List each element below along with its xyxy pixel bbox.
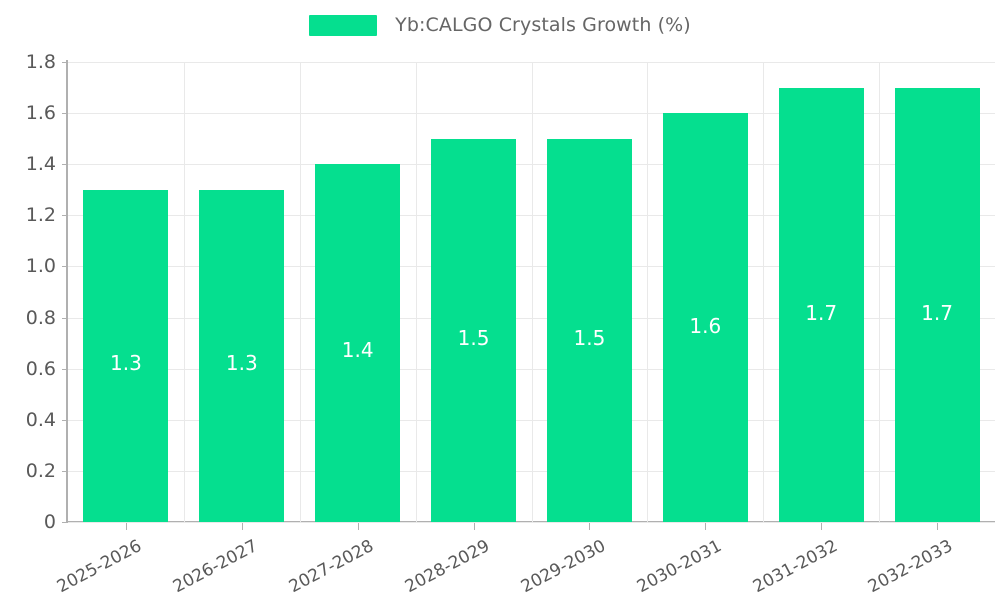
x-axis-tick-label: 2025-2026 [54, 536, 146, 598]
y-axis-tick-label: 0 [43, 511, 56, 533]
x-axis-tick-mark [937, 523, 938, 530]
y-axis-tick-mark [62, 522, 68, 523]
bar-value-label: 1.3 [225, 350, 258, 375]
y-axis-tick-label: 0.6 [25, 357, 56, 380]
y-axis-tick-mark [62, 368, 68, 370]
y-axis-tick-label: 0.2 [25, 459, 56, 482]
gridline-vertical [647, 62, 648, 522]
gridline-vertical [416, 62, 417, 522]
gridline-vertical [300, 62, 301, 522]
y-axis-tick-label: 1.8 [25, 51, 56, 73]
legend-label: Yb:CALGO Crystals Growth (%) [395, 14, 691, 36]
chart-legend: Yb:CALGO Crystals Growth (%) [0, 14, 1000, 36]
gridline-horizontal [68, 419, 995, 421]
bar[interactable]: 1.3 [83, 189, 169, 522]
gridline-horizontal [68, 470, 995, 472]
x-axis-tick-label: 2027-2028 [285, 536, 378, 598]
y-axis-tick-mark [62, 470, 68, 472]
y-axis-tick-mark [62, 266, 68, 268]
x-axis-tick-mark [126, 523, 127, 530]
gridline-vertical [184, 62, 185, 522]
bar[interactable]: 1.7 [778, 87, 864, 522]
bar[interactable]: 1.3 [199, 189, 285, 522]
y-axis-tick-label: 1.4 [25, 153, 56, 176]
gridline-vertical [879, 62, 880, 522]
bar[interactable]: 1.7 [894, 87, 980, 522]
gridline-horizontal [68, 62, 995, 63]
x-axis-tick-label: 2026-2027 [169, 536, 262, 598]
y-axis-tick-mark [62, 62, 68, 63]
x-axis-tick-label: 2030-2031 [633, 536, 725, 598]
gridline-horizontal [68, 164, 995, 166]
y-axis-tick-mark [62, 215, 68, 217]
y-axis-tick-mark [62, 317, 68, 319]
bar[interactable]: 1.5 [431, 138, 517, 522]
bar[interactable]: 1.5 [546, 138, 632, 522]
x-axis-tick-mark [242, 523, 243, 530]
bar-value-label: 1.7 [921, 301, 953, 326]
y-axis-tick-mark [62, 164, 68, 166]
plot-area: 1.3 1.3 1.4 1.5 1.5 1.6 1.7 1.7 [68, 62, 995, 523]
x-axis-tick-mark [705, 523, 706, 530]
x-axis-tick-label: 2031-2032 [749, 536, 841, 598]
x-axis-tick-mark [474, 523, 475, 530]
gridline-horizontal [68, 522, 995, 523]
x-axis-tick-mark [589, 523, 590, 530]
legend-item[interactable]: Yb:CALGO Crystals Growth (%) [309, 14, 691, 36]
x-axis-tick-mark [358, 523, 359, 530]
y-axis-spine [66, 60, 68, 523]
gridline-horizontal [68, 317, 995, 319]
x-axis-tick-label: 2032-2033 [865, 536, 957, 598]
x-axis-tick-label: 2029-2030 [517, 536, 609, 598]
bar-value-label: 1.5 [457, 326, 490, 350]
bar-value-label: 1.3 [110, 350, 142, 375]
y-axis-tick-mark [62, 113, 68, 115]
y-axis-tick-label: 1.6 [25, 102, 56, 125]
x-axis-tick-mark [821, 523, 822, 530]
gridline-horizontal [68, 266, 995, 268]
bar-value-label: 1.5 [573, 326, 606, 350]
gridline-vertical [763, 62, 764, 522]
y-axis-tick-label: 0.4 [25, 408, 56, 431]
gridline-horizontal [68, 215, 995, 217]
gridline-vertical [532, 62, 533, 522]
bar[interactable]: 1.6 [662, 113, 748, 522]
gridline-horizontal [68, 368, 995, 370]
x-axis-tick-label: 2028-2029 [401, 536, 493, 598]
bar[interactable]: 1.4 [315, 164, 401, 522]
bar-value-label: 1.4 [341, 338, 374, 363]
y-axis-tick-label: 1.2 [25, 204, 56, 227]
y-axis-tick-mark [62, 419, 68, 421]
y-axis-tick-label: 0.8 [25, 306, 56, 329]
gridline-horizontal [68, 113, 995, 115]
legend-swatch-icon [309, 14, 378, 36]
bar-value-label: 1.7 [805, 301, 838, 326]
y-axis-tick-label: 1.0 [25, 255, 56, 278]
bar-value-label: 1.6 [689, 313, 722, 338]
